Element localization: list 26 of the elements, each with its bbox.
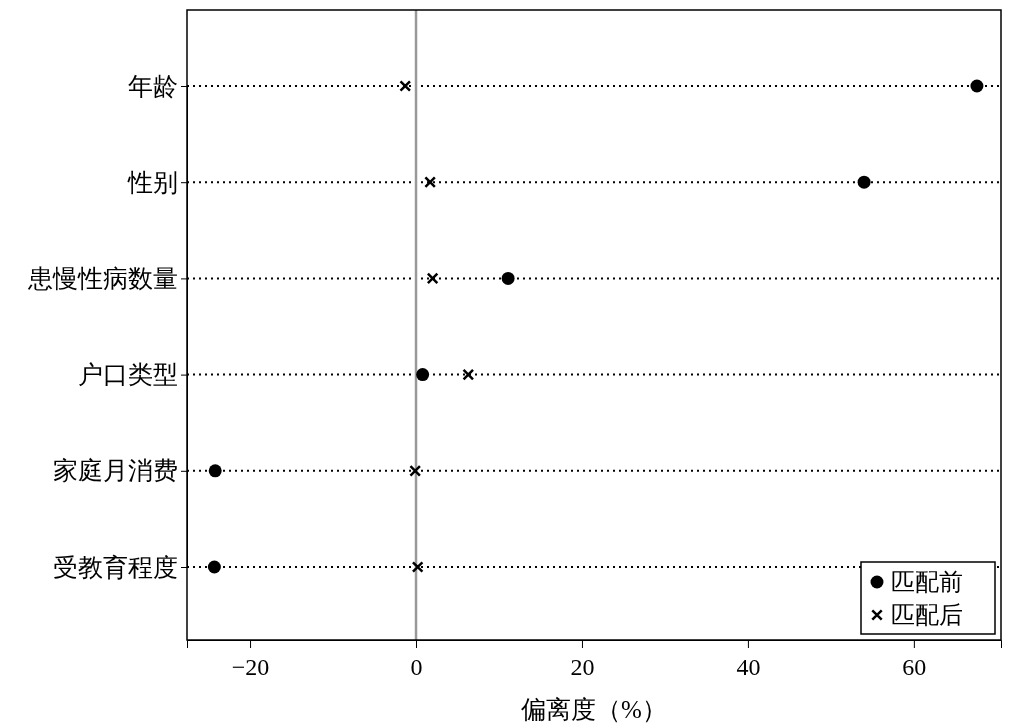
y-tick-label: 户口类型 — [78, 361, 178, 389]
legend-label: 匹配前 — [891, 569, 963, 596]
point — [416, 368, 430, 382]
x-tick-label: −20 — [231, 654, 270, 680]
point — [399, 80, 412, 92]
y-tick-label: 受教育程度 — [53, 553, 178, 581]
point — [208, 464, 222, 478]
point — [207, 560, 221, 574]
point — [426, 272, 439, 285]
x-tick-label: 20 — [570, 654, 595, 680]
x-axis-title: 偏离度（%） — [521, 696, 667, 723]
point — [462, 368, 475, 381]
point — [857, 175, 871, 189]
x-tick-label: 40 — [736, 654, 761, 680]
point — [501, 271, 515, 285]
point — [424, 176, 437, 189]
y-tick-label: 年龄 — [128, 72, 178, 100]
legend-label: 匹配后 — [891, 602, 963, 629]
y-tick-label: 患慢性病数量 — [27, 264, 178, 292]
x-tick-label: 60 — [902, 654, 927, 680]
point — [411, 561, 424, 573]
y-tick-label: 家庭月消费 — [53, 457, 178, 485]
point — [970, 79, 984, 93]
y-tick-label: 性别 — [127, 168, 178, 196]
x-tick-label: 0 — [410, 654, 423, 680]
point — [409, 464, 422, 477]
